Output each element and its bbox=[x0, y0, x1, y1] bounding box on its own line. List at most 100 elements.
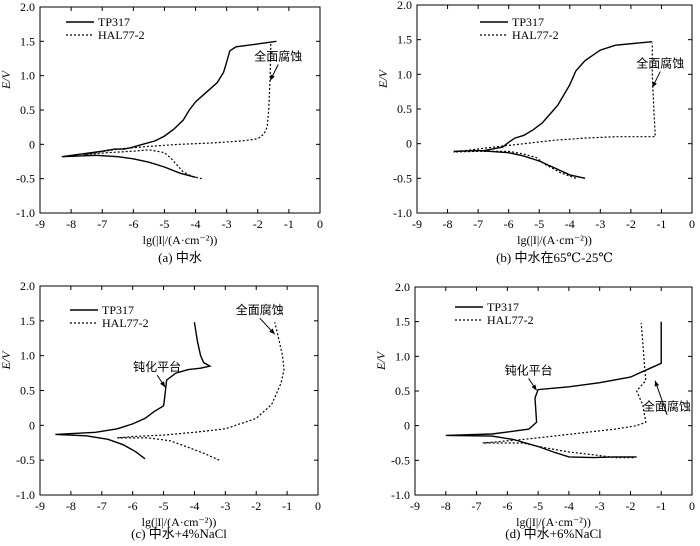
annotation-arrow-line bbox=[654, 380, 668, 415]
x-tick-label: -8 bbox=[443, 217, 453, 231]
x-tick-label: -2 bbox=[626, 217, 636, 231]
chart-panel-4: -9 -8 -7 -6 -5 -4 -3 -2 -1 0 -1.0 -0.5 0 0.5 1.0 1.5 2.0… bbox=[374, 280, 695, 541]
annotation-arrow-head bbox=[654, 380, 660, 387]
x-tick-label: -7 bbox=[97, 499, 107, 513]
x-tick-label: -8 bbox=[441, 499, 451, 513]
y-tick-label: 0.5 bbox=[20, 384, 35, 398]
y-tick-label: -1.0 bbox=[16, 488, 35, 502]
x-tick-label: -2 bbox=[251, 499, 261, 513]
annotation-label: 全面腐蚀 bbox=[636, 56, 684, 71]
plot-frame bbox=[39, 285, 319, 496]
x-tick-label: -5 bbox=[534, 217, 544, 231]
legend-label-hal77-2: HAL77-2 bbox=[512, 28, 559, 42]
x-tick-label: -6 bbox=[504, 217, 514, 231]
x-tick-label: -9 bbox=[35, 499, 45, 513]
panel-caption: (b) 中水在65℃-25℃ bbox=[496, 250, 613, 265]
series-line-tp317 bbox=[445, 321, 662, 459]
x-tick-label: 0 bbox=[689, 499, 695, 513]
x-tick-label: -8 bbox=[66, 217, 76, 231]
x-tick-label: -7 bbox=[97, 217, 107, 231]
x-tick-label: -1 bbox=[656, 217, 666, 231]
x-tick-label: 0 bbox=[315, 499, 321, 513]
x-tick-label: -9 bbox=[410, 499, 420, 513]
legend-label-hal77-2: HAL77-2 bbox=[98, 28, 145, 42]
y-tick-label: 2.0 bbox=[20, 279, 35, 293]
y-axis-label: E/V bbox=[376, 68, 390, 89]
y-tick-label: 1.5 bbox=[20, 314, 35, 328]
x-tick-label: -7 bbox=[473, 217, 483, 231]
series-line-tp317 bbox=[55, 322, 212, 460]
y-tick-label: -0.5 bbox=[391, 453, 410, 467]
x-axis-label: lg(|I|/(A·cm⁻²)) bbox=[517, 233, 592, 247]
y-tick-label: 1.5 bbox=[20, 34, 35, 48]
x-tick-label: -2 bbox=[253, 217, 263, 231]
x-tick-label: -5 bbox=[533, 499, 543, 513]
x-tick-label: -9 bbox=[35, 217, 45, 231]
x-tick-label: -6 bbox=[502, 499, 512, 513]
y-tick-label: 0.5 bbox=[20, 103, 35, 117]
panel-caption: (c) 中水+4%NaCl bbox=[131, 526, 227, 541]
series-line-hal77-2 bbox=[117, 322, 285, 461]
x-tick-label: -9 bbox=[412, 217, 422, 231]
legend-label-tp317: TP317 bbox=[98, 15, 130, 29]
chart-panel-2: -9 -8 -7 -6 -5 -4 -3 -2 -1 0 -1.0 -0.5 0 0.5 1.0 1.5 2.0… bbox=[376, 0, 695, 265]
y-tick-label: 1.5 bbox=[395, 315, 410, 329]
x-tick-label: 0 bbox=[317, 217, 323, 231]
x-tick-label: -5 bbox=[159, 217, 169, 231]
y-tick-label: 1.0 bbox=[395, 349, 410, 363]
annotation-label: 钝化平台 bbox=[505, 362, 553, 377]
x-tick-label: -8 bbox=[66, 499, 76, 513]
x-tick-label: -4 bbox=[189, 499, 199, 513]
y-axis-label: E/V bbox=[0, 350, 13, 371]
legend-label-tp317: TP317 bbox=[512, 15, 544, 29]
x-tick-label: -4 bbox=[564, 499, 574, 513]
x-tick-label: -3 bbox=[220, 499, 230, 513]
y-tick-label: 1.0 bbox=[20, 69, 35, 83]
x-tick-label: -5 bbox=[159, 499, 169, 513]
annotation-arrow-head bbox=[269, 328, 275, 335]
annotation-label: 全面腐蚀 bbox=[236, 302, 284, 317]
legend-label-tp317: TP317 bbox=[487, 300, 519, 314]
chart-panel-1: -9 -8 -7 -6 -5 -4 -3 -2 -1 0 -1.0 -0.5 0 0.5 1.0 1.5 2.0… bbox=[0, 0, 323, 265]
plot-frame bbox=[39, 6, 321, 214]
x-tick-label: -3 bbox=[595, 499, 605, 513]
y-axis-label: E/V bbox=[374, 350, 388, 371]
annotation-arrow-head bbox=[531, 384, 537, 391]
y-tick-label: 2.0 bbox=[397, 0, 412, 12]
x-tick-label: -3 bbox=[222, 217, 232, 231]
y-tick-label: -0.5 bbox=[16, 453, 35, 467]
x-tick-label: -4 bbox=[191, 217, 201, 231]
x-tick-label: -6 bbox=[128, 499, 138, 513]
panel-caption: (d) 中水+6%NaCl bbox=[505, 526, 602, 541]
annotation-arrow-head bbox=[652, 81, 657, 88]
y-tick-label: 0 bbox=[406, 137, 412, 151]
y-tick-label: 1.0 bbox=[20, 349, 35, 363]
y-tick-label: 1.0 bbox=[397, 67, 412, 81]
y-tick-label: 0 bbox=[29, 418, 35, 432]
y-tick-label: 2.0 bbox=[395, 280, 410, 294]
legend-label-hal77-2: HAL77-2 bbox=[487, 313, 534, 327]
y-tick-label: -1.0 bbox=[393, 206, 412, 220]
series-line-hal77-2 bbox=[453, 43, 656, 179]
x-tick-label: 0 bbox=[689, 217, 695, 231]
series-line-hal77-2 bbox=[482, 323, 647, 459]
y-tick-label: 0.5 bbox=[397, 102, 412, 116]
annotation-arrow-head bbox=[270, 74, 275, 81]
x-tick-label: -2 bbox=[625, 499, 635, 513]
y-tick-label: -1.0 bbox=[391, 488, 410, 502]
y-tick-label: 2.0 bbox=[20, 0, 35, 14]
legend-label-hal77-2: HAL77-2 bbox=[102, 316, 149, 330]
plot-frame bbox=[414, 286, 693, 496]
annotation-arrow-head bbox=[160, 381, 166, 388]
y-tick-label: 1.5 bbox=[397, 33, 412, 47]
y-tick-label: 0.5 bbox=[395, 384, 410, 398]
y-tick-label: -1.0 bbox=[16, 206, 35, 220]
x-axis-label: lg(|I|/(A·cm⁻²)) bbox=[142, 515, 217, 529]
annotation-label: 钝化平台 bbox=[133, 359, 181, 374]
y-axis-label: E/V bbox=[0, 69, 13, 90]
series-line-hal77-2 bbox=[83, 42, 272, 180]
x-tick-label: -4 bbox=[565, 217, 575, 231]
x-tick-label: -3 bbox=[595, 217, 605, 231]
annotation-label: 全面腐蚀 bbox=[254, 49, 302, 64]
